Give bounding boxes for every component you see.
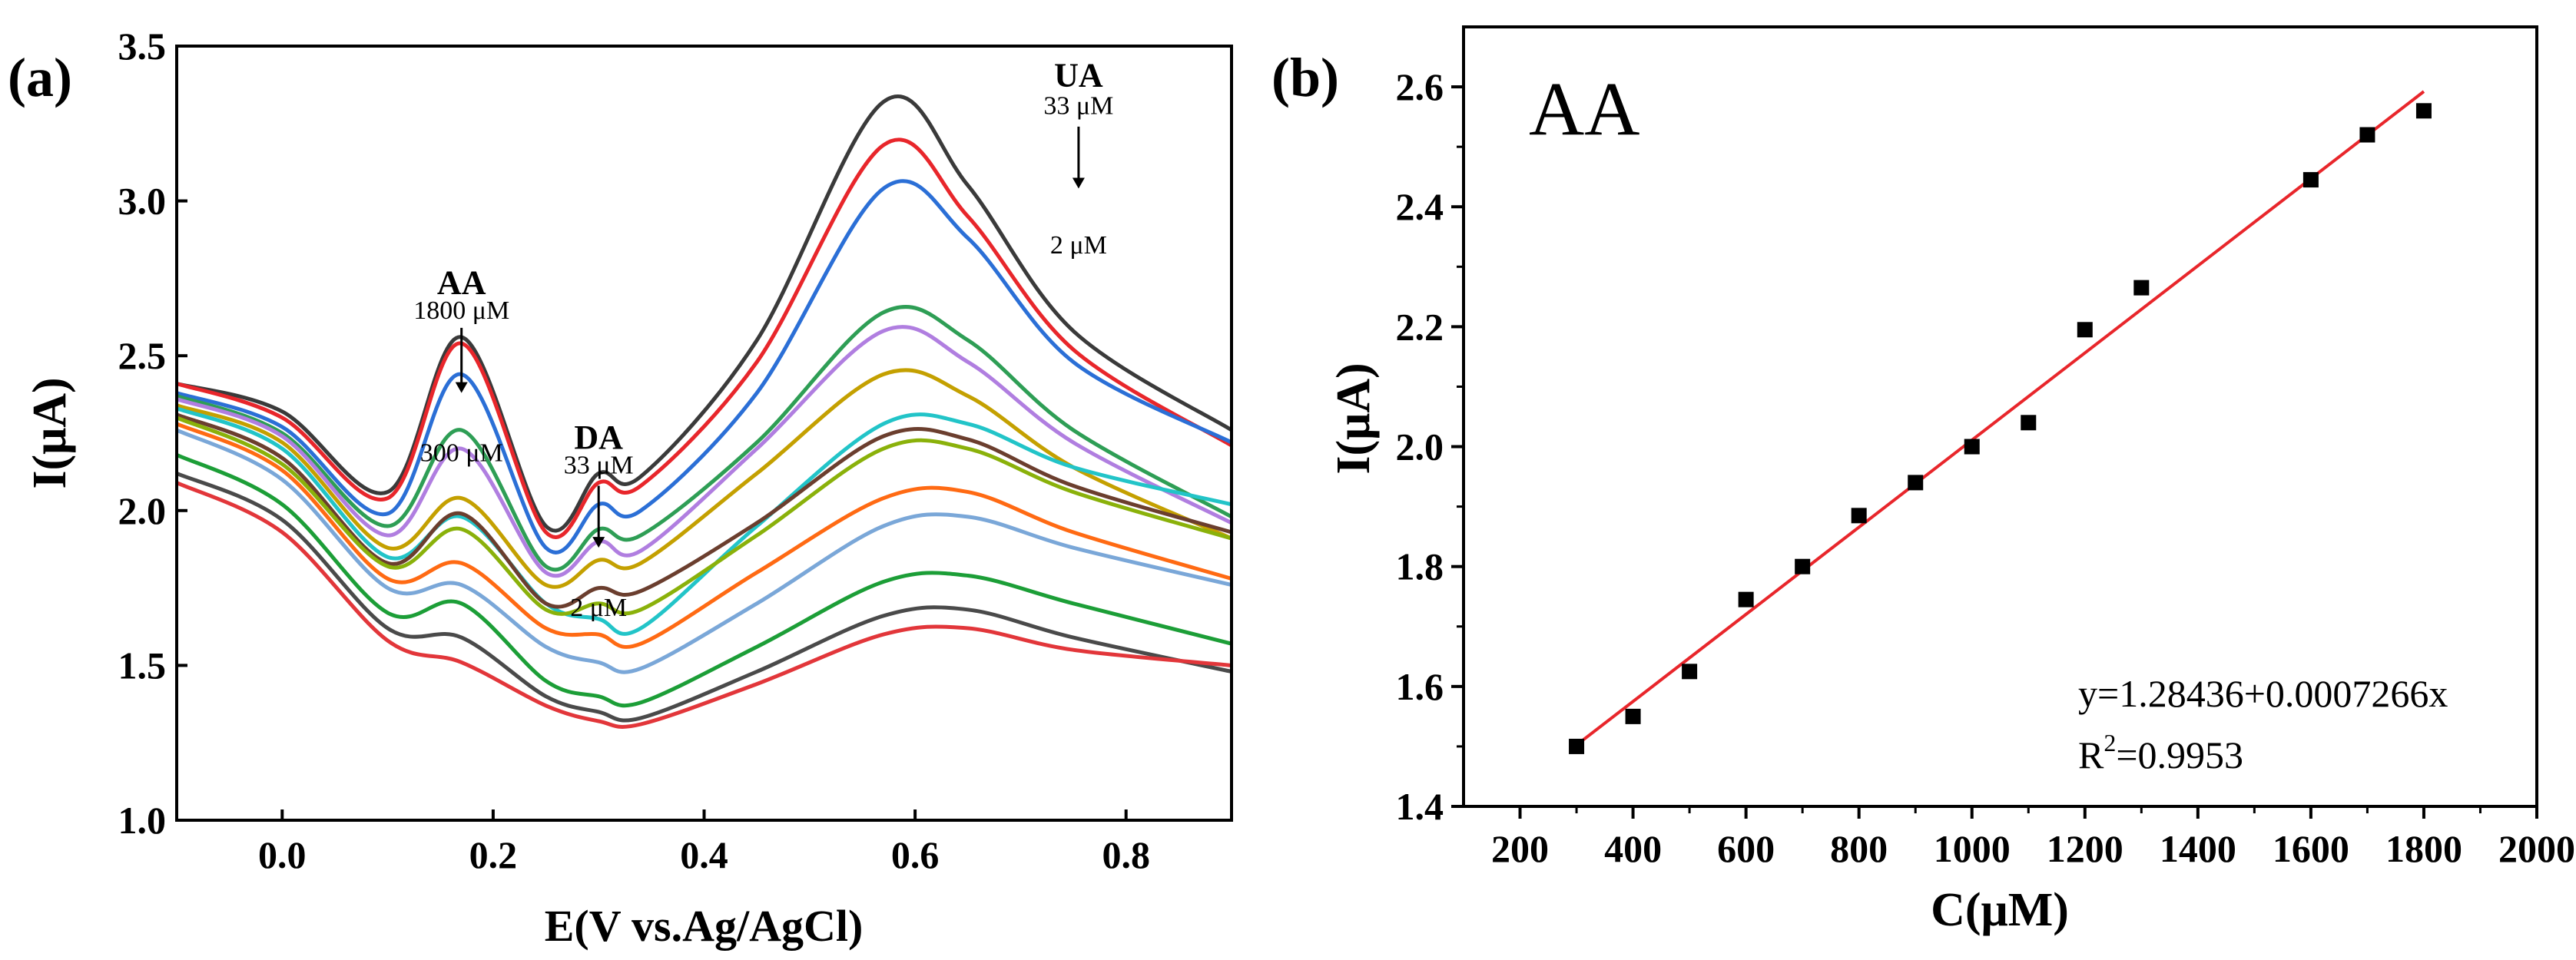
panel-a: (a) 0.0 0.2 0.4 0.6 0.8 1.0 1.5 2.0 2.5 3.0 3.5 A… [8, 25, 1233, 951]
panel-a-y-tick-label: 1.0 [118, 799, 167, 842]
panel-a-x-tick-label: 0.0 [258, 833, 307, 876]
panel-a-series-line-1 [176, 94, 1233, 533]
panel-b-y-tick-label: 1.4 [1396, 785, 1444, 828]
panel-a-series-line-5 [176, 325, 1233, 578]
panel-b-y-tick-label: 2.0 [1396, 425, 1444, 468]
panel-a-x-tick-label: 0.4 [680, 833, 728, 876]
panel-b-y-tick-label: 1.8 [1396, 545, 1444, 588]
panel-b-data-point [1625, 708, 1641, 724]
panel-a-x-ticks: 0.0 0.2 0.4 0.6 0.8 [258, 809, 1150, 876]
annotation-aa-to: 300 μM [420, 439, 503, 467]
panel-b-r-squared: R2=0.9953 [2078, 729, 2243, 776]
panel-b-x-tick-label: 800 [1830, 827, 1888, 870]
panel-b-data-point [2359, 127, 2375, 143]
panel-a-y-axis-label: I(μA) [24, 377, 76, 488]
panel-a-y-ticks: 1.0 1.5 2.0 2.5 3.0 3.5 [118, 25, 187, 842]
panel-a-x-axis-label: E(V vs.Ag/AgCl) [545, 901, 864, 951]
annotation-da-label: DA [574, 419, 623, 456]
panel-b-x-tick-label: 400 [1604, 827, 1662, 870]
panel-b-y-tick-label: 2.4 [1396, 185, 1444, 228]
panel-a-y-tick-label: 2.0 [118, 489, 167, 532]
panel-a-label: (a) [8, 47, 72, 108]
panel-a-series-line-11 [175, 428, 1232, 674]
panel-b-x-tick-label: 200 [1491, 827, 1549, 870]
panel-a-series-line-2 [176, 137, 1233, 539]
panel-b-data-point [1569, 738, 1585, 754]
panel-b-data-point [2133, 280, 2150, 296]
panel-b-x-tick-label: 2000 [2498, 827, 2575, 870]
panel-a-series-line-4 [176, 305, 1233, 572]
annotation-ua-label: UA [1054, 56, 1103, 94]
panel-b-data-point [2302, 172, 2319, 188]
panel-b-label: (b) [1271, 47, 1339, 108]
panel-b-data-point [1964, 439, 1980, 455]
panel-b-fit-line [1575, 90, 2425, 746]
panel-b-data-point [1738, 591, 1754, 607]
panel-b-y-ticks: 1.4 1.6 1.8 2.0 2.2 2.4 2.6 [1396, 65, 1464, 828]
annotation-aa-from: 1800 μM [413, 296, 509, 325]
panel-b-data-point [2415, 103, 2432, 119]
panel-a-y-tick-label: 3.0 [118, 180, 167, 223]
panel-b-x-axis-label: C(μM) [1931, 884, 2069, 936]
panel-b-x-tick-label: 1800 [2385, 827, 2462, 870]
panel-b-x-tick-label: 1400 [2160, 827, 2236, 870]
panel-b-frame [1462, 25, 2538, 808]
panel-a-series-line-14 [175, 481, 1232, 729]
annotation-ua-to: 2 μM [1050, 231, 1107, 260]
panel-a-series-line-10 [175, 422, 1232, 649]
annotation-da-arrowhead [592, 537, 605, 548]
panel-b-x-ticks: 200 400 600 800 1000 1200 1400 1600 1800 2000 [1491, 806, 2575, 870]
panel-b: (b) 200 400 600 800 1000 1200 1400 1600 1800 2000… [1271, 25, 2575, 936]
panel-b-y-tick-label: 2.6 [1396, 65, 1444, 108]
annotation-da-from: 33 μM [564, 451, 634, 479]
panel-b-data-point [2077, 322, 2093, 338]
panel-b-data-point [2021, 415, 2037, 431]
panel-b-data-point [1851, 508, 1867, 524]
panel-a-series-group [175, 94, 1233, 729]
panel-b-x-tick-label: 600 [1717, 827, 1775, 870]
panel-b-y-tick-label: 2.2 [1396, 305, 1444, 348]
annotation-ua-from: 33 μM [1043, 92, 1113, 121]
panel-b-title: AA [1529, 66, 1639, 151]
panel-a-series-line-8 [176, 412, 1232, 609]
panel-b-data-point [1908, 475, 1924, 491]
panel-b-y-axis-label: I(μA) [1328, 362, 1380, 474]
panel-b-data-point [1795, 558, 1811, 574]
panel-a-x-tick-label: 0.2 [469, 833, 518, 876]
panel-b-x-tick-label: 1200 [2047, 827, 2123, 870]
panel-b-x-tick-label: 1000 [1934, 827, 2011, 870]
panel-a-series-line-3 [176, 179, 1233, 554]
panel-a-series-line-6 [176, 368, 1233, 589]
annotation-aa-label: AA [437, 264, 486, 302]
panel-a-series-line-9 [175, 415, 1232, 616]
panel-b-data-point [1682, 664, 1698, 680]
annotation-aa-arrowhead [455, 382, 468, 393]
panel-b-points [1569, 103, 2432, 754]
panel-a-series-line-13 [175, 472, 1232, 723]
panel-b-x-tick-label: 1600 [2273, 827, 2349, 870]
panel-b-fit-group [1575, 90, 2425, 746]
panel-a-y-tick-label: 2.5 [118, 334, 167, 377]
panel-a-series-line-12 [175, 452, 1232, 708]
panel-a-y-tick-label: 1.5 [118, 644, 167, 687]
panel-a-y-tick-label: 3.5 [118, 25, 167, 68]
panel-b-fit-equation: y=1.28436+0.0007266x [2078, 672, 2448, 715]
annotation-da-to: 2 μM [570, 594, 627, 622]
panel-a-series-line-7 [176, 406, 1232, 636]
annotation-ua-arrowhead [1072, 177, 1085, 189]
panel-a-x-tick-label: 0.6 [891, 833, 940, 876]
panel-a-x-tick-label: 0.8 [1102, 833, 1150, 876]
panel-b-y-tick-label: 1.6 [1396, 665, 1444, 708]
